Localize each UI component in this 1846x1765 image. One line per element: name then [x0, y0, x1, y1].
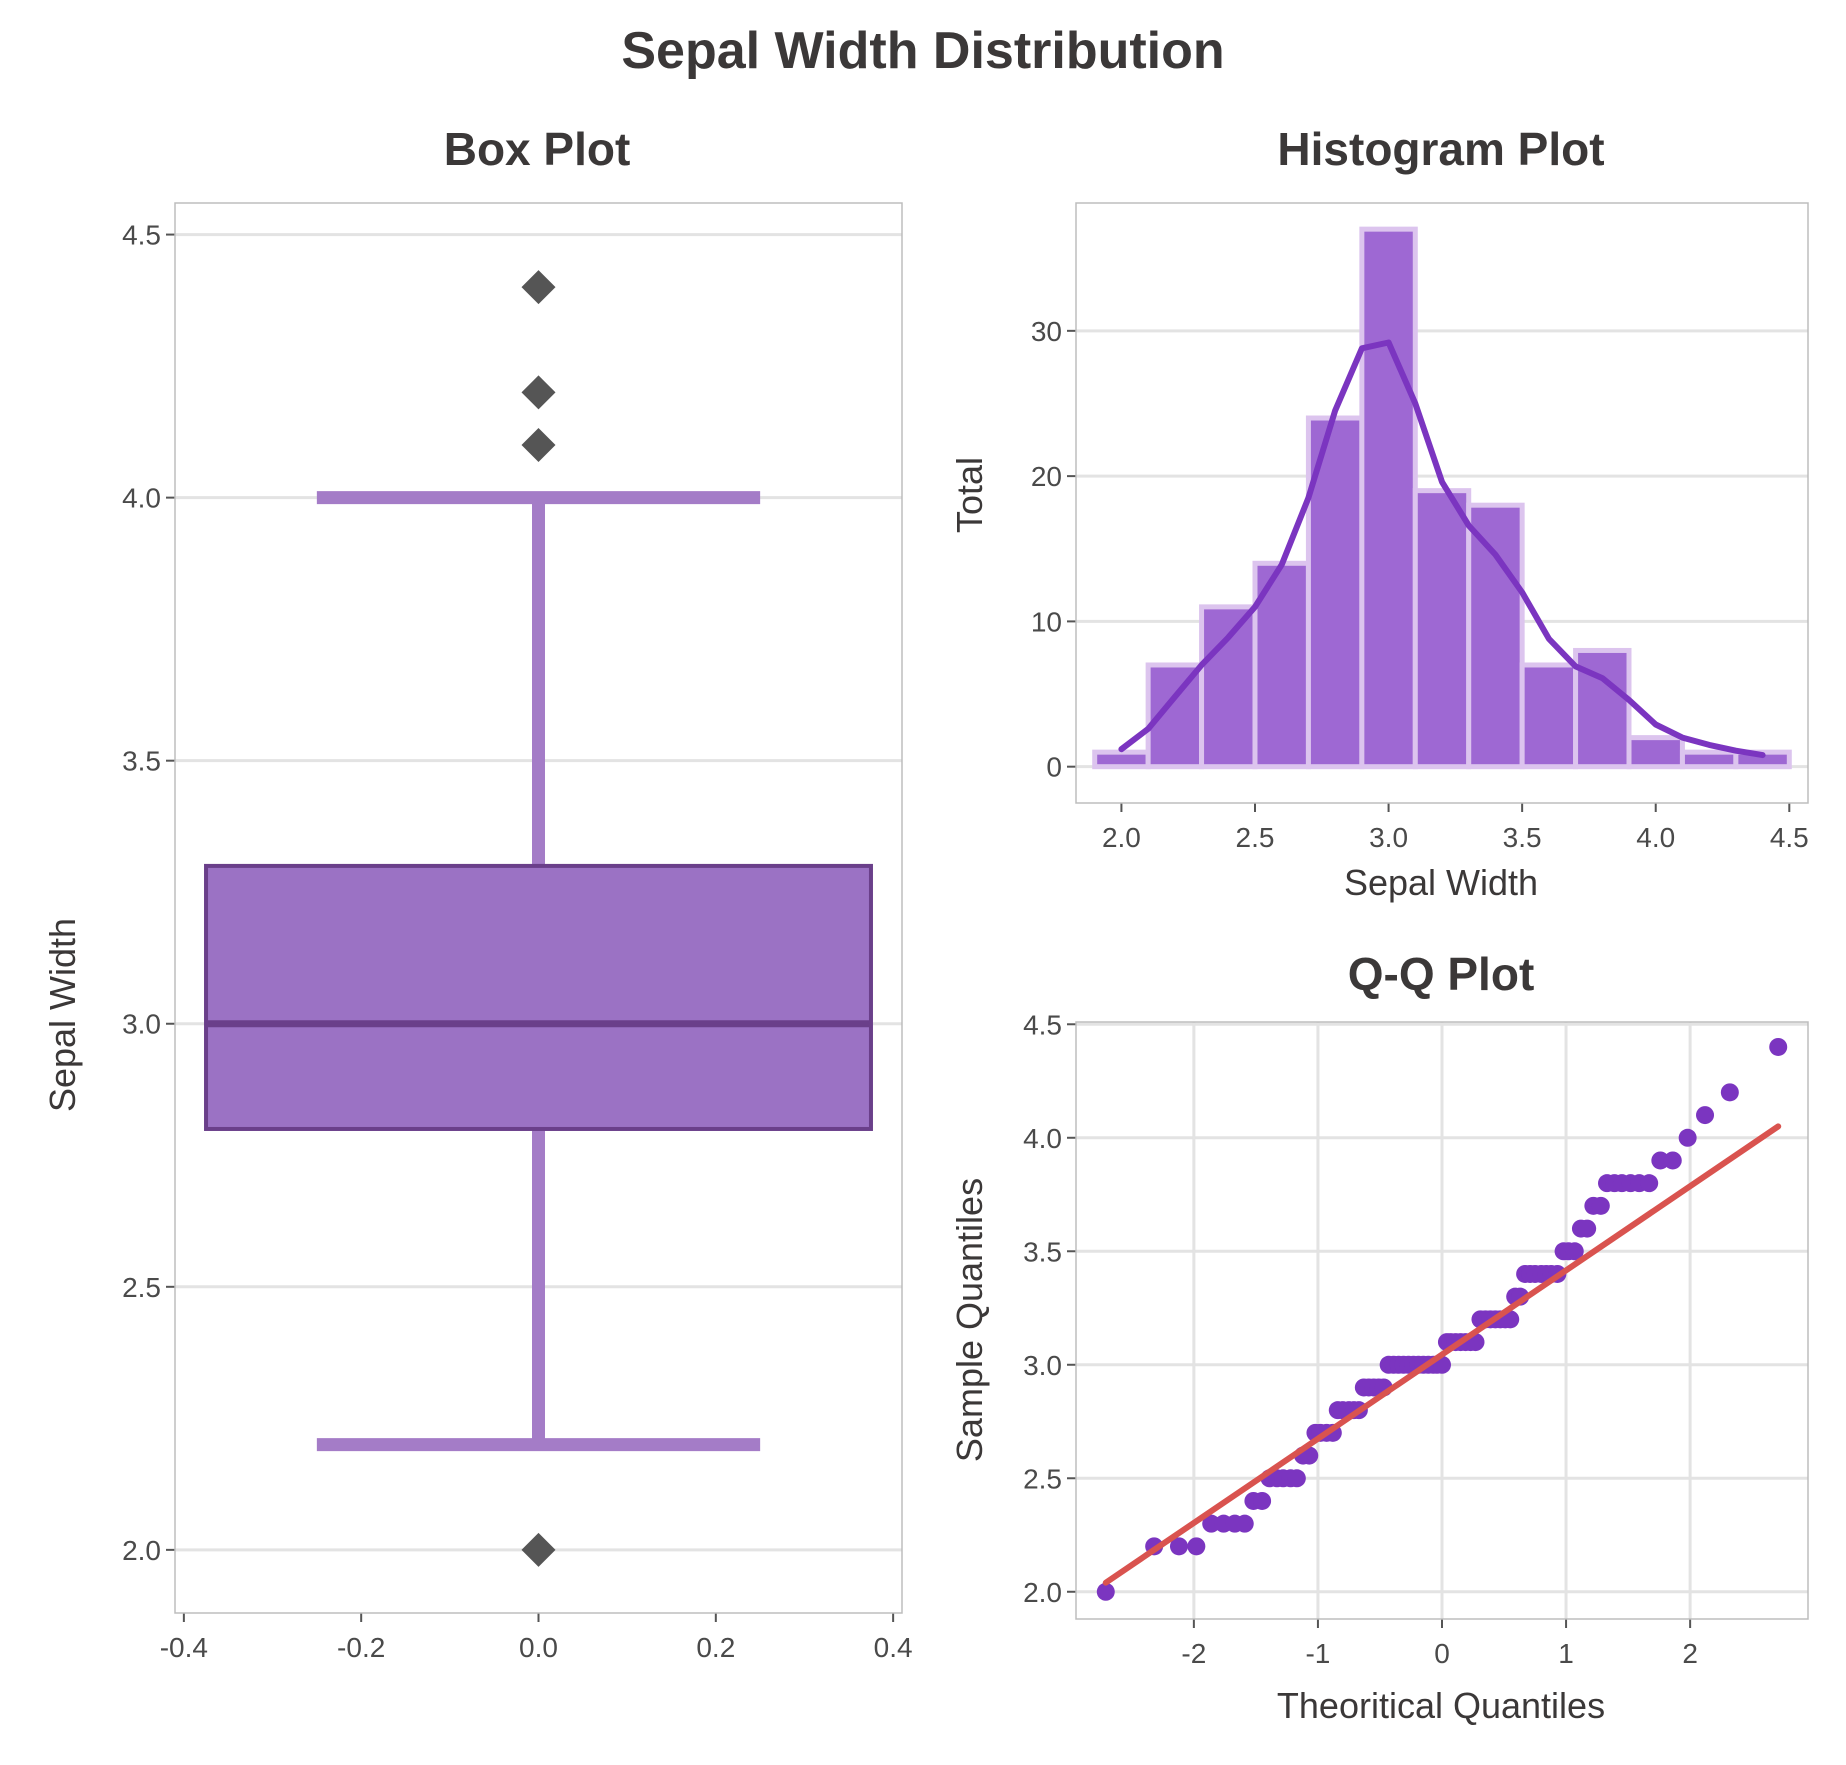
histogram-frame [1075, 202, 1809, 804]
qq-plot-point [1187, 1537, 1206, 1556]
histogram-x-tick-label: 2.5 [1236, 822, 1275, 853]
histogram-x-tick-label: 2.0 [1102, 822, 1141, 853]
box-plot-frame [174, 202, 903, 1614]
qq-plot-y-tick-label: 4.0 [1023, 1123, 1062, 1154]
histogram-title: Histogram Plot [1277, 123, 1604, 175]
qq-plot-x-tick-label: 2 [1682, 1638, 1698, 1669]
figure-title: Sepal Width Distribution [621, 22, 1224, 80]
qq-plot-point [1253, 1491, 1272, 1510]
qq-plot-x-tick-label: 0 [1434, 1638, 1450, 1669]
box-plot-x-tick-label: -0.4 [160, 1632, 208, 1663]
qq-plot-y-tick-label: 2.0 [1023, 1577, 1062, 1608]
qq-plot-point [1565, 1242, 1584, 1261]
qq-plot-title: Q-Q Plot [1348, 948, 1535, 1000]
box-plot-box [204, 863, 873, 1131]
box-plot-outlier [521, 375, 556, 410]
qq-plot-frame [1075, 1021, 1809, 1620]
histogram-kde-line [1118, 339, 1766, 759]
histogram-x-tick-label: 4.0 [1636, 822, 1675, 853]
qq-plot-y-axis-label: Sample Quantiles [949, 1178, 990, 1462]
qq-plot-point [1591, 1196, 1610, 1215]
box-plot-outlier [521, 270, 556, 305]
qq-plot-point [1640, 1174, 1659, 1193]
qq-plot-point [1720, 1083, 1739, 1102]
box-plot-x-tick-label: 0.0 [519, 1632, 558, 1663]
qq-plot-y-tick-label: 3.5 [1023, 1236, 1062, 1267]
histogram-bar [1466, 502, 1525, 770]
histogram-bar [1519, 662, 1579, 770]
qq-plot-y-tick-label: 3.0 [1023, 1350, 1062, 1381]
box-plot-title: Box Plot [444, 123, 631, 175]
box-plot-x-tick-label: 0.2 [696, 1632, 735, 1663]
qq-plot-point [1663, 1151, 1682, 1170]
qq-plot-panel: Q-Q Plot Theoritical Quantiles Sample Qu… [949, 948, 1809, 1726]
box-plot-outlier [521, 1532, 556, 1567]
histogram-bar [1626, 735, 1685, 770]
box-plot-x-tick-label: 0.4 [874, 1632, 913, 1663]
box-plot-y-tick-label: 2.5 [122, 1272, 161, 1303]
histogram-bar [1359, 226, 1418, 770]
qq-plot-point [1578, 1219, 1597, 1238]
qq-plot-point [1678, 1128, 1697, 1147]
qq-plot-x-tick-label: -2 [1181, 1638, 1206, 1669]
qq-plot-reference-line [1102, 1123, 1782, 1586]
box-plot-x-tick-label: -0.2 [337, 1632, 385, 1663]
qq-plot-point [1169, 1537, 1188, 1556]
qq-plot-x-tick-label: 1 [1558, 1638, 1574, 1669]
qq-plot-point [1651, 1151, 1670, 1170]
qq-plot-point [1202, 1514, 1221, 1533]
histogram-y-axis-label: Total [949, 457, 990, 533]
histogram-x-tick-label: 4.5 [1770, 822, 1809, 853]
histogram-y-tick-label: 0 [1046, 752, 1062, 783]
qq-plot-y-tick-label: 4.5 [1023, 1009, 1062, 1040]
qq-plot-point [1696, 1106, 1715, 1125]
histogram-bar [1679, 749, 1739, 770]
qq-plot-x-axis-label: Theoritical Quantiles [1277, 1685, 1605, 1726]
qq-plot-x-tick-label: -1 [1305, 1638, 1330, 1669]
box-plot-y-tick-label: 4.0 [122, 483, 161, 514]
box-plot-panel: Sepal Width 2.0 2.5 3.0 3.5 4.0 4.5 -0.4 -0.2 0.… [42, 123, 913, 1663]
box-plot-y-axis-label: Sepal Width [42, 918, 83, 1112]
histogram-x-tick-label: 3.5 [1503, 822, 1542, 853]
histogram-x-axis-label: Sepal Width [1344, 862, 1538, 903]
box-plot-y-tick-label: 2.0 [122, 1535, 161, 1566]
histogram-bar [1092, 749, 1151, 770]
qq-plot-point [1287, 1469, 1306, 1488]
qq-plot-point [1235, 1514, 1254, 1533]
qq-plot-point [1769, 1037, 1788, 1056]
histogram-panel: Histogram Plot Sepal Width Total 0 10 20 30… [949, 123, 1809, 903]
box-plot-y-tick-label: 3.5 [122, 746, 161, 777]
histogram-bar [1412, 488, 1472, 770]
qq-plot-point [1096, 1582, 1115, 1601]
histogram-y-tick-label: 30 [1031, 316, 1062, 347]
box-plot-y-tick-label: 4.5 [122, 220, 161, 251]
qq-plot-y-tick-label: 2.5 [1023, 1463, 1062, 1494]
histogram-x-tick-label: 3.0 [1369, 822, 1408, 853]
histogram-bar [1199, 604, 1258, 770]
histogram-y-tick-label: 20 [1031, 461, 1062, 492]
box-plot-y-tick-label: 3.0 [122, 1009, 161, 1040]
box-plot-outlier [521, 428, 556, 463]
histogram-y-tick-label: 10 [1031, 606, 1062, 637]
